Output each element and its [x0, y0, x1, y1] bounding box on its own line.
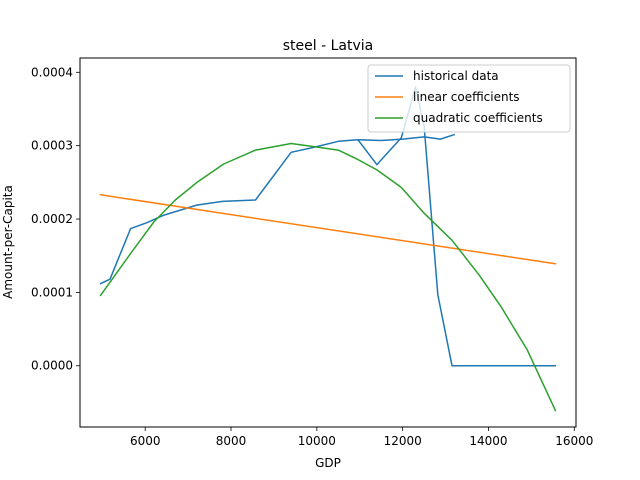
series-line-historical-data	[357, 133, 456, 142]
y-axis-label: Amount-per-Capita	[1, 185, 15, 299]
y-axis: 0.0000 0.0001 0.0002 0.0003 0.0004	[31, 65, 80, 373]
x-tick-label: 8000	[216, 434, 247, 448]
x-tick-label: 16000	[555, 434, 593, 448]
legend-label-historical: historical data	[413, 69, 499, 83]
x-tick-label: 6000	[130, 434, 161, 448]
series-line-linear-coefficients	[99, 193, 557, 265]
x-axis: 6000 8000 10000 12000 14000 16000	[130, 427, 593, 448]
x-tick-label: 14000	[469, 434, 507, 448]
legend-label-linear: linear coefficients	[413, 90, 520, 104]
legend: historical data linear coefficients quad…	[367, 64, 571, 133]
x-tick-label: 12000	[384, 434, 422, 448]
y-tick-label: 0.0003	[31, 139, 73, 153]
plot-frame	[79, 57, 577, 428]
legend-box	[367, 64, 571, 133]
legend-label-quadratic: quadratic coefficients	[413, 111, 543, 125]
x-axis-label: GDP	[315, 456, 341, 470]
y-tick-label: 0.0004	[31, 65, 73, 79]
series-layer	[99, 86, 557, 412]
y-tick-label: 0.0000	[31, 359, 73, 373]
y-tick-label: 0.0002	[31, 212, 73, 226]
x-tick-label: 10000	[298, 434, 336, 448]
y-tick-label: 0.0001	[31, 285, 73, 299]
series-line-quadratic-coefficients	[99, 142, 557, 412]
chart-title: steel - Latvia	[283, 38, 373, 54]
